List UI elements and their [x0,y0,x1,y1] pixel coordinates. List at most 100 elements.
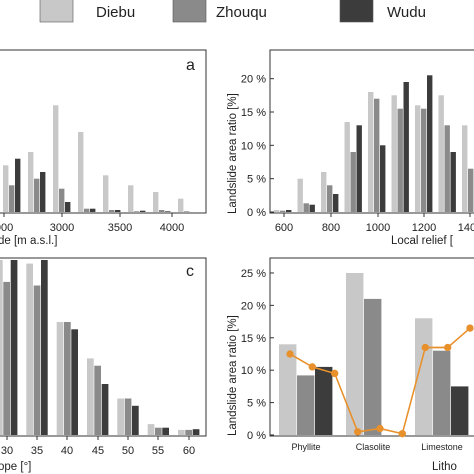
legend: Diebu Zhouqu Wudu [39,0,426,23]
panel-d-point-1-1 [308,363,316,371]
panel-a-bar-diebu-5 [128,185,134,212]
panel-a-bar-zhouqu-7 [184,211,190,212]
panel-c-xtick-5: 55 [152,445,164,457]
panel-d-bar-wudu-0 [315,366,333,435]
panel-d-point-1-5 [398,430,406,438]
panel-a-xtick-0: 000 [0,222,13,234]
panel-c-bar-diebu-2 [56,322,64,435]
panel-c-bar-zhouqu-1 [33,285,41,435]
panel-c-bar-zhouqu-2 [64,322,71,435]
legend-swatch-wudu [339,0,374,23]
panel-d-bar-wudu-2 [451,386,469,435]
panel-d-ytick-4: 20 % [241,300,266,312]
panel-a-bar-diebu-3 [78,132,84,212]
panel-c-bar-zhouqu-3 [94,365,101,435]
panel-b-xtick-1: 800 [322,222,340,234]
panel-b-bar-diebu-7 [438,95,444,212]
panel-d-frame [269,257,474,437]
panel-a-bar-zhouqu-0 [9,185,15,212]
panel-a-bar-diebu-2 [53,105,59,212]
panel-a-xtick-1: 3000 [50,222,74,234]
panel-a-xtick-3: 4000 [160,222,184,234]
panel-a-letter: a [186,57,195,74]
panel-b-plot: 0 % 5 % 10 % 15 % 20 % 600 800 1000 1200 1400 [241,74,474,234]
panel-a-bar-wudu-6 [165,211,171,212]
panel-a-xlabel: de [m a.s.l.] [0,235,57,247]
panel-d-xtick-1: Clasolite [356,442,391,452]
panel-b-bar-wudu-4 [380,145,386,212]
panel-a-bar-diebu-0 [3,165,9,212]
panel-b-xtick-3: 1200 [412,222,436,234]
panel-d-ytick-0: 0 % [247,430,266,442]
legend-label-diebu: Diebu [96,4,135,21]
panel-a-bar-zhouqu-5 [134,211,140,212]
panel-b-bar-zhouqu-8 [468,168,474,212]
panel-b-bar-zhouqu-4 [374,98,380,212]
panel-b-bar-zhouqu-7 [444,125,450,212]
panel-d-ytick-3: 15 % [241,333,266,345]
legend-swatch-zhouqu [172,0,207,23]
panel-a-bar-wudu-0 [15,158,21,212]
panel-b-bar-wudu-5 [403,82,409,212]
panel-d-point-1-7 [444,343,452,352]
panel-a-xtick-2: 3500 [108,222,132,234]
panel-b-bar-zhouqu-2 [327,185,333,212]
panel-c-xtick-2: 40 [61,445,73,457]
panel-c-bar-zhouqu-0 [3,281,10,435]
legend-label-wudu: Wudu [387,4,426,21]
panel-a-bar-zhouqu-2 [59,188,65,212]
panel-c-bar-diebu-6 [178,429,185,435]
panel-c-bar-diebu-1 [26,263,33,435]
panel-b-xlabel: Local relief [ [391,235,454,247]
panel-d-xlabel: Litho [432,461,457,473]
panel-d-bar-diebu-1 [346,273,364,435]
panel-c-bar-zhouqu-4 [124,398,132,435]
panel-c-xtick-3: 45 [92,445,104,457]
panel-b-bar-diebu-6 [415,105,421,212]
panel-c-bar-wudu-3 [101,384,109,435]
panel-d-point-1-3 [354,428,362,436]
panel-b-bar-diebu-0 [274,210,280,212]
panel-d-bar-zhouqu-0 [297,375,315,435]
panel-d-bar-zhouqu-1 [364,298,382,435]
panel-c-frame [0,257,207,437]
panel-b-bar-diebu-8 [462,125,468,212]
panel-a-frame [0,49,207,214]
panel-b-bar-zhouqu-6 [421,108,427,212]
panel-c-xlabel: ope [°] [0,461,31,473]
panel-d-ytick-1: 5 % [247,398,266,410]
panel-c-bar-wudu-6 [192,429,200,435]
panel-d-xtick-2: Limestone [421,442,463,452]
panel-b-ytick-2: 10 % [241,140,266,152]
panel-a-bar-diebu-6 [153,192,159,212]
panel-a-bar-wudu-1 [40,172,46,212]
panel-c-xtick-0: 30 [1,445,13,457]
panel-c-bar-wudu-5 [162,427,169,435]
panel-d-plot: 0 % 5 % 10 % 15 % 20 % 25 % Phyllite Clasolite L… [241,268,474,452]
panel-c-bar-diebu-4 [117,398,124,435]
panel-c-xtick-1: 35 [31,445,43,457]
panel-d-bar-zhouqu-2 [433,350,451,435]
panel-b-bar-wudu-2 [333,194,339,212]
panel-c-bar-diebu-0 [0,260,3,435]
panel-b-xtick-4: 1400 [458,222,474,234]
panel-c-bar-zhouqu-6 [185,429,192,435]
panel-d-ytick-5: 25 % [241,268,266,280]
panel-c-bar-wudu-2 [71,329,78,435]
panel-b-bar-wudu-3 [356,125,362,212]
panel-b-bar-wudu-1 [309,204,315,212]
panel-b-bar-diebu-1 [297,178,303,212]
panel-a-bar-wudu-2 [65,202,71,212]
panel-c-bar-wudu-1 [41,260,48,435]
panel-b-xtick-2: 1000 [366,222,390,234]
panel-b-bar-wudu-6 [427,75,433,212]
panel-a-bar-zhouqu-1 [34,178,40,212]
legend-swatch-diebu [39,0,74,23]
panel-c-xtick-6: 60 [183,445,195,457]
panel-b-bar-diebu-5 [391,95,397,212]
panel-d-point-1-8 [466,324,474,332]
panel-c-plot: 30 35 40 45 50 55 60 [0,260,200,457]
panel-b-ytick-3: 15 % [241,107,266,119]
panel-b-bar-zhouqu-0 [280,210,286,212]
